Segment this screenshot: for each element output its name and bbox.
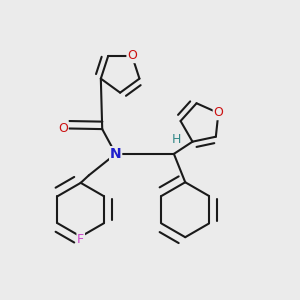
Text: N: N bbox=[110, 147, 122, 161]
Text: O: O bbox=[58, 122, 68, 135]
Text: O: O bbox=[127, 50, 137, 62]
Text: H: H bbox=[172, 133, 182, 146]
Text: F: F bbox=[77, 233, 84, 246]
Text: O: O bbox=[213, 106, 223, 119]
